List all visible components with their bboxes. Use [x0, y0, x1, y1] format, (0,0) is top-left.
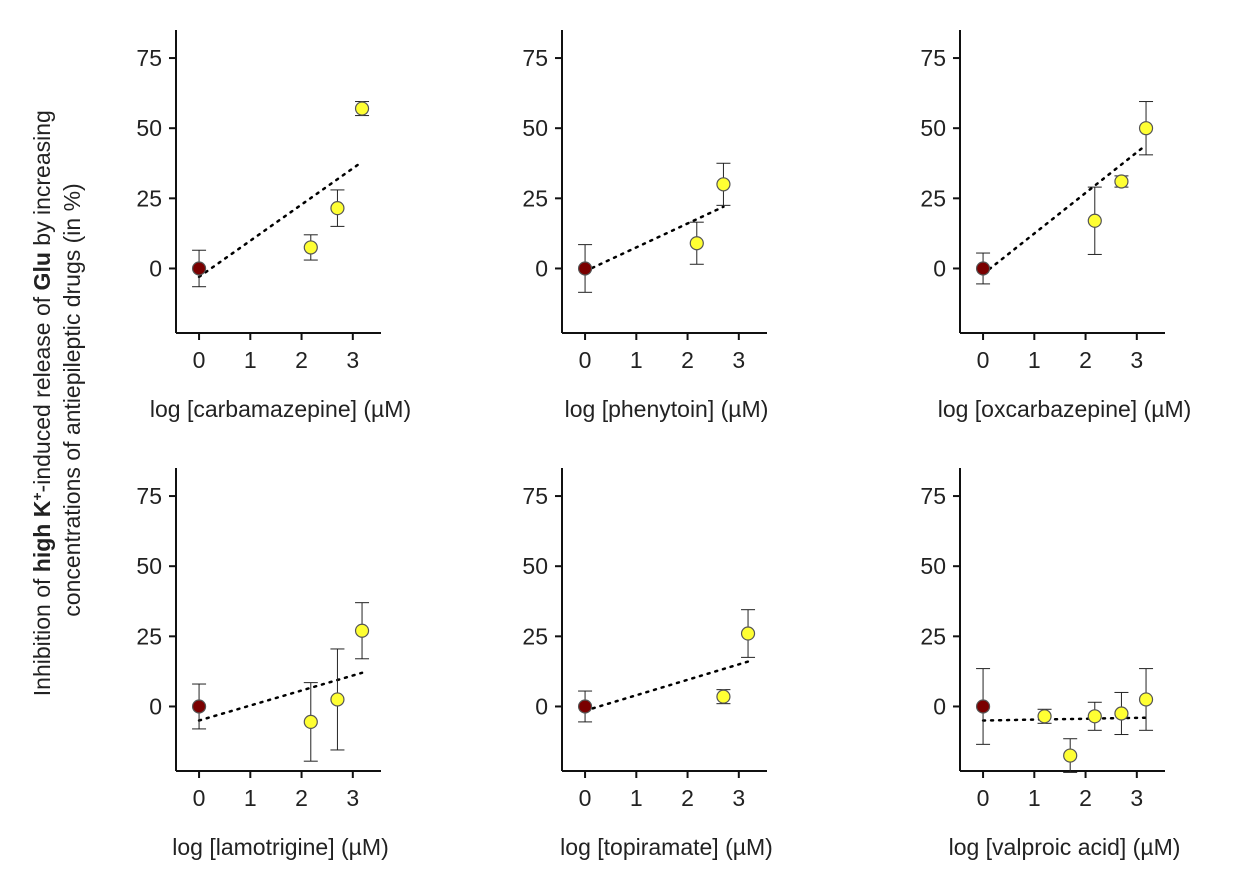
y-tick-label: 75 — [522, 483, 548, 509]
trend-line — [197, 160, 364, 279]
x-tick-label: 0 — [977, 347, 990, 373]
x-axis-title: log [oxcarbazepine] (µM) — [938, 396, 1192, 422]
y-axis-title-run: high K — [29, 500, 55, 572]
y-tick-label: 50 — [920, 553, 946, 579]
control-point — [191, 699, 207, 714]
y-tick-label: 0 — [933, 255, 946, 281]
panel-5: 0 25 50 75 0 1 2 3 log [topiramate] (µM) — [522, 468, 773, 860]
y-tick-label: 25 — [920, 185, 946, 211]
y-axis-title-run: -induced release of — [29, 290, 55, 492]
x-tick-label: 1 — [630, 785, 643, 811]
y-tick-label: 25 — [522, 185, 548, 211]
y-tick-label: 0 — [535, 693, 548, 719]
panel-6: 0 25 50 75 0 1 2 3 log [valproic acid] (µM) — [920, 468, 1180, 860]
y-axis-title-run: by increasing — [29, 110, 55, 252]
x-tick-label: 3 — [346, 785, 359, 811]
data-point — [716, 689, 731, 704]
x-tick-label: 2 — [1079, 347, 1092, 373]
data-point — [1114, 174, 1129, 189]
y-axis-title: Inhibition of high K+-induced release of… — [29, 104, 85, 696]
y-tick-label: 25 — [522, 623, 548, 649]
y-axis-title-line1: Inhibition of high K+-induced release of… — [29, 110, 55, 696]
y-tick-label: 75 — [920, 45, 946, 71]
y-tick-label: 0 — [149, 693, 162, 719]
x-tick-label: 1 — [244, 347, 257, 373]
x-tick-label: 2 — [1079, 785, 1092, 811]
panels-layer: 0 25 50 75 0 1 2 3 log [carbamazepine] (µM) 0 25 50… — [136, 30, 1191, 860]
trend-line — [981, 143, 1148, 276]
y-tick-label: 75 — [920, 483, 946, 509]
control-point — [577, 261, 593, 276]
data-point — [1138, 121, 1154, 136]
x-tick-label: 1 — [244, 785, 257, 811]
y-tick-label: 25 — [920, 623, 946, 649]
trend-line — [583, 205, 725, 273]
x-axis-title: log [topiramate] (µM) — [560, 834, 773, 860]
x-axis-title: log [lamotrigine] (µM) — [172, 834, 388, 860]
data-point — [354, 101, 370, 116]
x-tick-label: 2 — [295, 347, 308, 373]
x-tick-label: 2 — [681, 785, 694, 811]
data-point — [1114, 706, 1129, 721]
data-point — [303, 240, 318, 255]
data-point — [716, 177, 731, 192]
x-axis-title: log [carbamazepine] (µM) — [150, 396, 411, 422]
data-point — [303, 714, 318, 730]
y-tick-label: 0 — [535, 255, 548, 281]
y-axis-title-line2: concentrations of antiepileptic drugs (i… — [59, 183, 85, 616]
y-tick-label: 75 — [136, 483, 162, 509]
y-axis-title-run: Inhibition of — [29, 572, 55, 696]
control-point — [975, 261, 991, 276]
x-tick-label: 3 — [1130, 347, 1143, 373]
data-point — [1087, 213, 1102, 228]
x-tick-label: 3 — [1130, 785, 1143, 811]
data-point — [330, 692, 345, 707]
x-axis-title: log [valproic acid] (µM) — [949, 834, 1181, 860]
y-axis-title-run: Glu — [29, 252, 55, 290]
x-axis-title: log [phenytoin] (µM) — [565, 396, 769, 422]
control-point — [975, 699, 991, 714]
data-point — [689, 236, 704, 251]
x-tick-label: 0 — [579, 785, 592, 811]
control-point — [191, 261, 207, 276]
panel-4: 0 25 50 75 0 1 2 3 log [lamotrigine] (µM) — [136, 468, 389, 860]
x-tick-label: 0 — [977, 785, 990, 811]
y-tick-label: 50 — [136, 553, 162, 579]
data-point — [1063, 748, 1078, 763]
data-point — [1087, 709, 1102, 724]
panel-3: 0 25 50 75 0 1 2 3 log [oxcarbazepine] (µM) — [920, 30, 1191, 422]
data-point — [1138, 692, 1154, 707]
x-tick-label: 3 — [732, 785, 745, 811]
control-point — [577, 699, 593, 714]
x-tick-label: 1 — [1028, 785, 1041, 811]
y-tick-label: 75 — [136, 45, 162, 71]
data-point — [330, 201, 345, 216]
x-tick-label: 0 — [193, 347, 206, 373]
y-tick-label: 0 — [149, 255, 162, 281]
x-tick-label: 1 — [1028, 347, 1041, 373]
y-tick-label: 25 — [136, 185, 162, 211]
x-tick-label: 0 — [579, 347, 592, 373]
y-axis-title-superscript: + — [29, 492, 45, 500]
data-point — [354, 623, 370, 638]
x-tick-label: 2 — [681, 347, 694, 373]
y-tick-label: 50 — [522, 553, 548, 579]
y-tick-label: 50 — [522, 115, 548, 141]
panel-1: 0 25 50 75 0 1 2 3 log [carbamazepine] (µM) — [136, 30, 411, 422]
data-point — [1037, 709, 1052, 724]
data-point — [740, 626, 756, 641]
x-tick-label: 3 — [732, 347, 745, 373]
y-tick-label: 50 — [920, 115, 946, 141]
panel-2: 0 25 50 75 0 1 2 3 log [phenytoin] (µM) — [522, 30, 768, 422]
y-tick-label: 25 — [136, 623, 162, 649]
y-tick-label: 50 — [136, 115, 162, 141]
x-tick-label: 1 — [630, 347, 643, 373]
x-tick-label: 3 — [346, 347, 359, 373]
y-tick-label: 0 — [933, 693, 946, 719]
x-tick-label: 0 — [193, 785, 206, 811]
x-tick-label: 2 — [295, 785, 308, 811]
y-tick-label: 75 — [522, 45, 548, 71]
